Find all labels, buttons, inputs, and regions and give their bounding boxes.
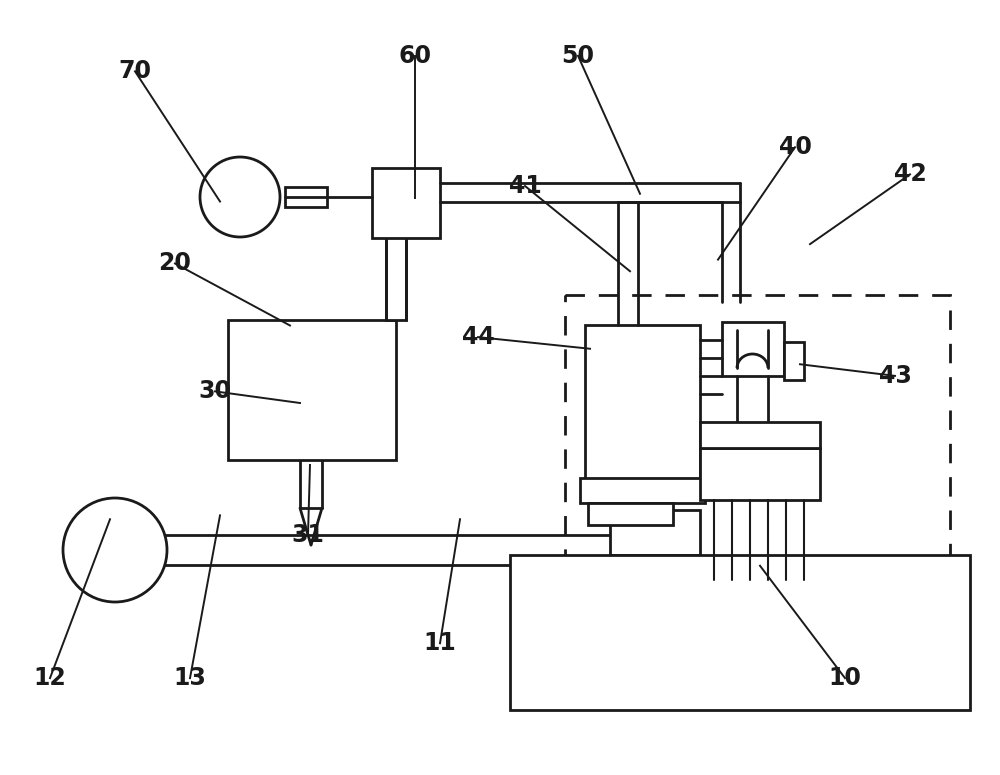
Bar <box>784 342 804 380</box>
Text: 10: 10 <box>829 666 861 690</box>
Text: 44: 44 <box>462 326 494 349</box>
Bar <box>700 448 820 500</box>
Text: 12: 12 <box>34 666 66 690</box>
Bar <box>510 555 970 710</box>
Bar <box>565 295 950 580</box>
Bar <box>722 322 784 376</box>
Text: 41: 41 <box>509 174 541 198</box>
Circle shape <box>63 498 167 602</box>
Text: 31: 31 <box>292 523 324 546</box>
Bar <box>228 320 396 460</box>
Text: 43: 43 <box>879 364 911 388</box>
Text: 11: 11 <box>424 632 456 655</box>
Text: 20: 20 <box>159 252 191 275</box>
Bar <box>585 325 700 480</box>
Bar <box>285 187 327 207</box>
Text: 40: 40 <box>779 136 811 159</box>
Bar <box>588 503 673 525</box>
Bar <box>610 510 700 555</box>
Bar <box>372 168 440 238</box>
Bar <box>580 478 705 503</box>
Text: 30: 30 <box>198 380 232 403</box>
Circle shape <box>200 157 280 237</box>
Text: 60: 60 <box>398 44 432 67</box>
Bar <box>386 215 406 320</box>
Text: 42: 42 <box>894 163 926 186</box>
Bar <box>700 422 820 448</box>
Text: 13: 13 <box>174 666 206 690</box>
Text: 70: 70 <box>119 60 152 83</box>
Text: 50: 50 <box>562 44 594 67</box>
